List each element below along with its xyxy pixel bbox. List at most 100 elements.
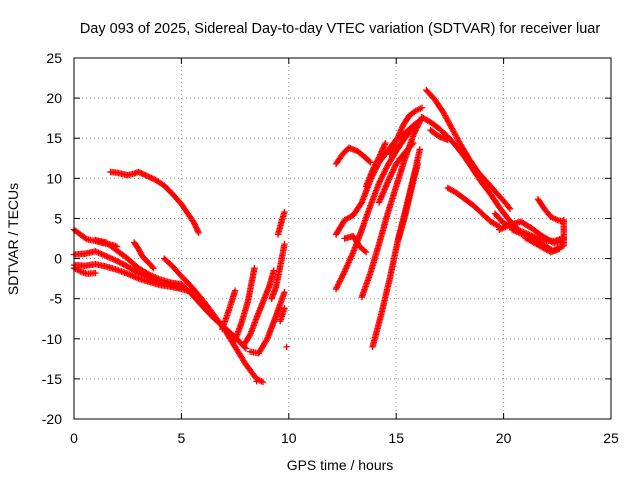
series-arc-20 xyxy=(362,139,389,190)
data-point xyxy=(349,250,356,257)
data-point xyxy=(195,229,202,237)
data-point xyxy=(548,238,555,245)
data-point xyxy=(281,289,288,296)
data-point xyxy=(390,142,398,149)
data-point xyxy=(140,171,148,178)
series-arc-21 xyxy=(358,114,426,301)
data-point xyxy=(283,343,290,350)
data-point xyxy=(259,378,267,386)
data-point xyxy=(346,256,354,263)
data-point xyxy=(382,165,390,172)
data-point xyxy=(385,176,393,183)
data-point xyxy=(389,145,396,152)
data-point xyxy=(389,169,396,176)
data-point xyxy=(380,169,388,177)
data-point xyxy=(150,264,157,272)
data-point xyxy=(412,127,419,134)
data-point xyxy=(139,170,146,178)
series-arc-24 xyxy=(386,104,426,158)
data-point xyxy=(143,172,151,180)
series-arc-14 xyxy=(274,208,288,238)
data-point xyxy=(347,254,354,262)
data-point xyxy=(246,332,253,340)
y-tick-label: 10 xyxy=(46,170,62,186)
data-point xyxy=(340,271,347,278)
y-tick-label: 15 xyxy=(46,130,62,146)
series-isolated xyxy=(253,343,290,385)
data-point xyxy=(387,173,394,180)
data-point xyxy=(334,282,341,290)
data-point xyxy=(391,163,399,170)
data-point xyxy=(411,128,419,136)
data-point xyxy=(415,120,423,127)
data-point xyxy=(391,164,398,172)
data-point xyxy=(505,204,513,211)
data-point xyxy=(409,141,416,148)
y-tick-label: -15 xyxy=(42,371,62,387)
data-point xyxy=(335,281,342,288)
data-point xyxy=(92,269,99,277)
x-tick-label: 10 xyxy=(281,430,297,446)
data-point xyxy=(386,151,393,158)
data-point xyxy=(391,141,398,148)
data-point xyxy=(410,139,417,147)
data-point xyxy=(342,266,349,274)
data-point xyxy=(388,170,395,178)
data-point xyxy=(335,279,343,287)
series-arc-26 xyxy=(423,86,514,213)
data-point xyxy=(146,174,154,181)
data-point xyxy=(370,164,378,171)
y-tick-label: -5 xyxy=(50,291,63,307)
axis-ticks: 0 5 10 15 20 25 -20 -15 -10 -5 0 5 10 15 20 25 xyxy=(42,50,619,446)
data-point xyxy=(281,240,288,248)
data-point xyxy=(379,172,386,179)
data-point xyxy=(381,168,388,175)
data-point xyxy=(387,149,394,157)
data-point xyxy=(375,179,383,187)
data-point xyxy=(384,179,391,186)
data-point xyxy=(373,158,381,165)
y-tick-label: 0 xyxy=(54,251,62,267)
data-point xyxy=(366,158,373,165)
data-point xyxy=(367,159,374,166)
series-arc-01 xyxy=(107,168,202,237)
data-point xyxy=(343,263,350,271)
x-tick-label: 25 xyxy=(603,430,619,446)
series-arc-13 xyxy=(268,240,288,302)
data-point xyxy=(413,125,420,133)
y-tick-label: 25 xyxy=(46,50,62,66)
series-arc-25 xyxy=(395,160,421,243)
data-point xyxy=(387,148,395,155)
data-point xyxy=(386,174,393,182)
data-point xyxy=(337,275,345,282)
data-point xyxy=(415,121,422,128)
data-point xyxy=(375,155,382,163)
data-point xyxy=(377,175,385,182)
series-arc-10 xyxy=(231,264,258,344)
data-point xyxy=(342,265,350,272)
data-point xyxy=(382,166,389,174)
data-point xyxy=(336,278,343,285)
data-point xyxy=(389,167,397,175)
data-point xyxy=(281,208,288,216)
data-point xyxy=(337,277,344,284)
data-point xyxy=(281,305,288,312)
data-point xyxy=(138,170,145,177)
data-point xyxy=(556,245,563,253)
series-arc-28 xyxy=(427,127,451,144)
x-tick-label: 5 xyxy=(178,430,186,446)
series-arc-18 xyxy=(332,117,424,293)
data-point xyxy=(253,378,260,385)
data-point xyxy=(370,165,377,173)
data-point xyxy=(142,172,149,179)
data-point xyxy=(414,160,421,168)
data-point xyxy=(338,274,345,281)
series-arc-12 xyxy=(246,289,288,357)
data-point xyxy=(135,168,142,176)
y-tick-label: -20 xyxy=(42,411,62,427)
data-points xyxy=(70,86,567,386)
data-point xyxy=(345,259,352,266)
y-tick-label: -10 xyxy=(42,331,62,347)
series-arc-11 xyxy=(240,267,277,349)
x-tick-label: 15 xyxy=(388,430,404,446)
